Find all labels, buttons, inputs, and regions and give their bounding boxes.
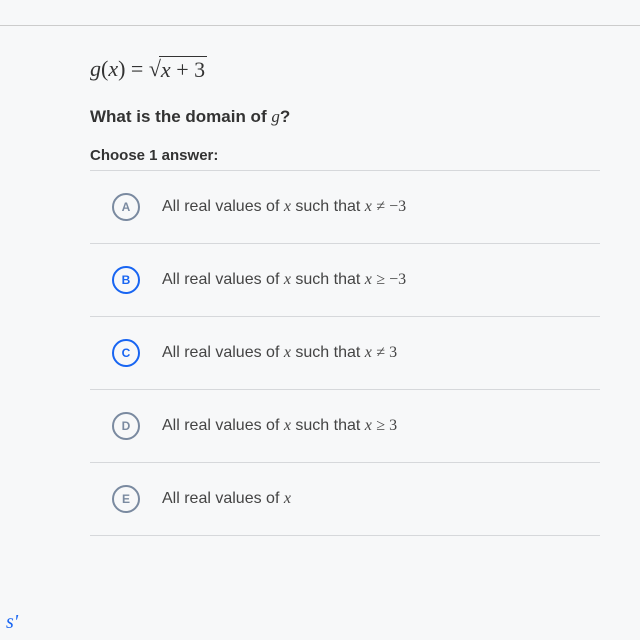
answer-text-a: All real values of x such that x ≠ −3 bbox=[162, 198, 406, 216]
radio-a[interactable]: A bbox=[112, 193, 140, 221]
answer-option-e[interactable]: E All real values of x bbox=[90, 462, 600, 536]
quiz-screen: g(x) = √ x + 3 What is the domain of g? … bbox=[0, 0, 640, 640]
answer-text-c: All real values of x such that x ≠ 3 bbox=[162, 344, 397, 362]
corner-decorative-icon: s' bbox=[6, 611, 18, 634]
radio-c[interactable]: C bbox=[112, 339, 140, 367]
question-text: What is the domain of g? bbox=[90, 107, 600, 127]
content-area: g(x) = √ x + 3 What is the domain of g? … bbox=[0, 26, 640, 536]
radio-e[interactable]: E bbox=[112, 485, 140, 513]
answers-list: A All real values of x such that x ≠ −3 … bbox=[90, 170, 600, 536]
answer-option-b[interactable]: B All real values of x such that x ≥ −3 bbox=[90, 243, 600, 316]
choose-label: Choose 1 answer: bbox=[90, 147, 600, 164]
answer-text-b: All real values of x such that x ≥ −3 bbox=[162, 271, 406, 289]
equation-display: g(x) = √ x + 3 bbox=[90, 56, 600, 83]
answer-text-e: All real values of x bbox=[162, 490, 291, 508]
answer-option-c[interactable]: C All real values of x such that x ≠ 3 bbox=[90, 316, 600, 389]
radio-d[interactable]: D bbox=[112, 412, 140, 440]
radio-b[interactable]: B bbox=[112, 266, 140, 294]
sqrt-expression: √ x + 3 bbox=[149, 56, 207, 83]
answer-text-d: All real values of x such that x ≥ 3 bbox=[162, 417, 397, 435]
answer-option-a[interactable]: A All real values of x such that x ≠ −3 bbox=[90, 170, 600, 243]
answer-option-d[interactable]: D All real values of x such that x ≥ 3 bbox=[90, 389, 600, 462]
equation-arg: x bbox=[108, 56, 118, 81]
header-fragment bbox=[0, 0, 640, 26]
equation-func: g bbox=[90, 56, 101, 81]
